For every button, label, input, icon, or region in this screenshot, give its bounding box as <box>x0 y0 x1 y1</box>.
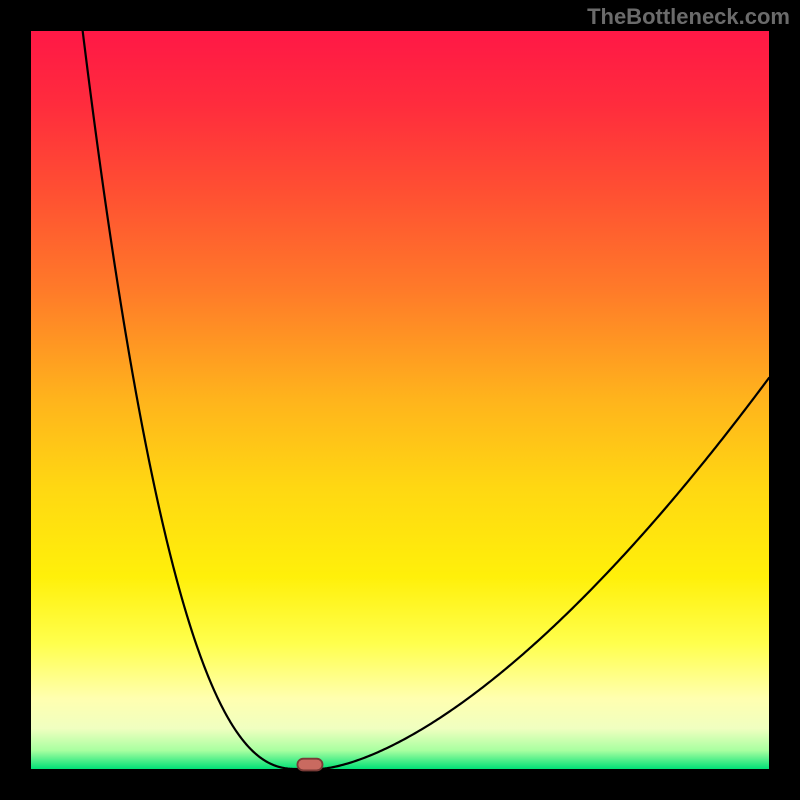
bottleneck-chart <box>0 0 800 800</box>
watermark-text: TheBottleneck.com <box>587 4 790 30</box>
optimal-point-marker <box>297 759 322 771</box>
chart-frame: TheBottleneck.com <box>0 0 800 800</box>
plot-background <box>31 31 769 769</box>
